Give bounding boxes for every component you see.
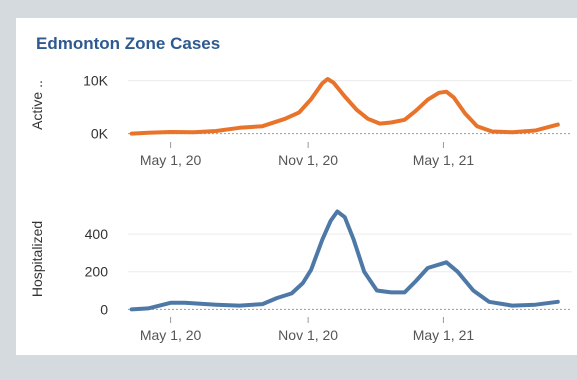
x-tick-label: Nov 1, 20 <box>278 327 338 343</box>
chart-card: Edmonton Zone Cases 0K 10K Active .. May 1,… <box>16 18 577 355</box>
x-tick-label: Nov 1, 20 <box>278 152 338 168</box>
x-tick-label: May 1, 21 <box>413 152 475 168</box>
chart-title: Edmonton Zone Cases <box>36 34 221 53</box>
y-tick-label: 200 <box>85 264 109 280</box>
y-tick-label: 0K <box>91 126 109 142</box>
chart-panel-1: 0K 10K Active .. May 1, 20 Nov 1, 20 May 1, 2… <box>29 73 572 168</box>
y-tick-label: 0 <box>100 301 108 317</box>
x-tick-label: May 1, 20 <box>140 327 202 343</box>
y-axis-label: Active .. <box>29 80 45 130</box>
y-tick-label: 400 <box>85 226 109 242</box>
series-line <box>129 77 560 136</box>
series-line <box>129 209 560 312</box>
chart-canvas: 0K 10K Active .. May 1, 20 Nov 1, 20 May 1, 2… <box>29 73 572 343</box>
x-tick-label: May 1, 20 <box>140 152 202 168</box>
y-tick-label: 10K <box>83 73 109 89</box>
y-axis-label: Hospitalized <box>29 221 45 297</box>
x-tick-label: May 1, 21 <box>413 327 475 343</box>
chart-panel-2: 0 200 400 Hospitalized May 1, 20 Nov 1, 20 May… <box>29 209 572 343</box>
